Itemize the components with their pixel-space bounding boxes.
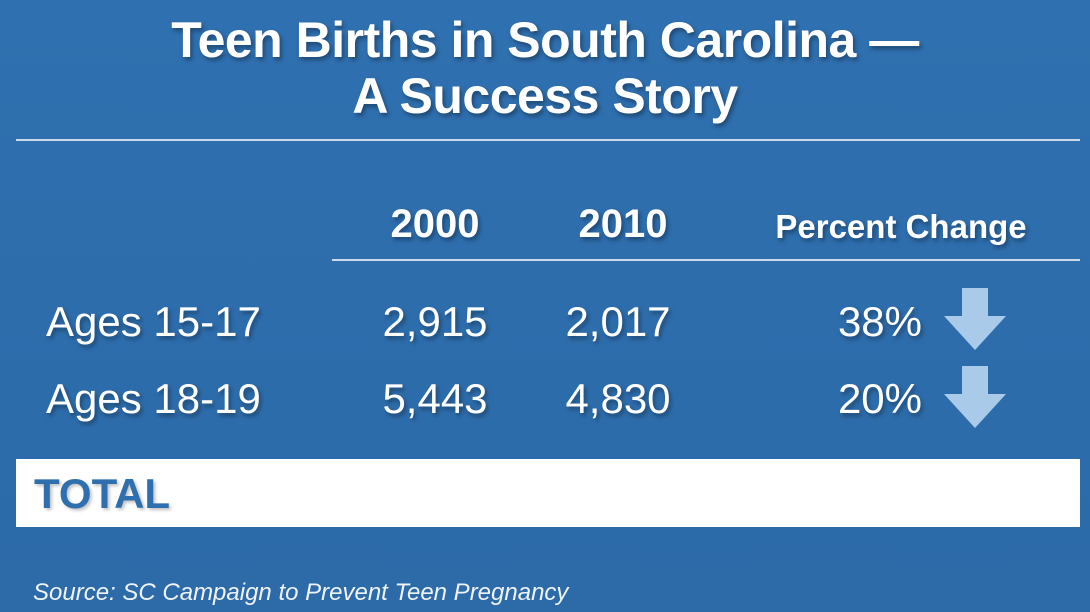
total-bar [16,459,1080,527]
row-label-ages-18-19: Ages 18-19 [46,375,261,422]
column-header-percent-change: Percent Change [775,208,1027,245]
cell-2010-ages-18-19: 4,830 [565,375,671,422]
title-line-1: Teen Births in South Carolina — [171,12,919,68]
row-label-ages-15-17: Ages 15-17 [46,298,261,345]
title-line-2: A Success Story [352,68,738,124]
column-header-2010: 2010 [578,202,668,246]
cell-percent-ages-15-17: 38% [837,298,922,345]
down-arrow-icon [944,366,1006,428]
source-note: Source: SC Campaign to Prevent Teen Preg… [33,579,569,606]
total-label: TOTAL [34,470,171,517]
title-divider [16,139,1080,141]
cell-2000-ages-18-19: 5,443 [382,375,488,422]
cell-percent-ages-18-19: 20% [837,375,922,422]
column-header-2000: 2000 [390,202,480,246]
cell-2000-ages-15-17: 2,915 [382,298,488,345]
header-divider [332,259,1080,261]
down-arrow-icon [944,288,1006,350]
chart-title: Teen Births in South Carolina — A Succes… [0,12,1090,124]
cell-2010-ages-15-17: 2,017 [565,298,671,345]
